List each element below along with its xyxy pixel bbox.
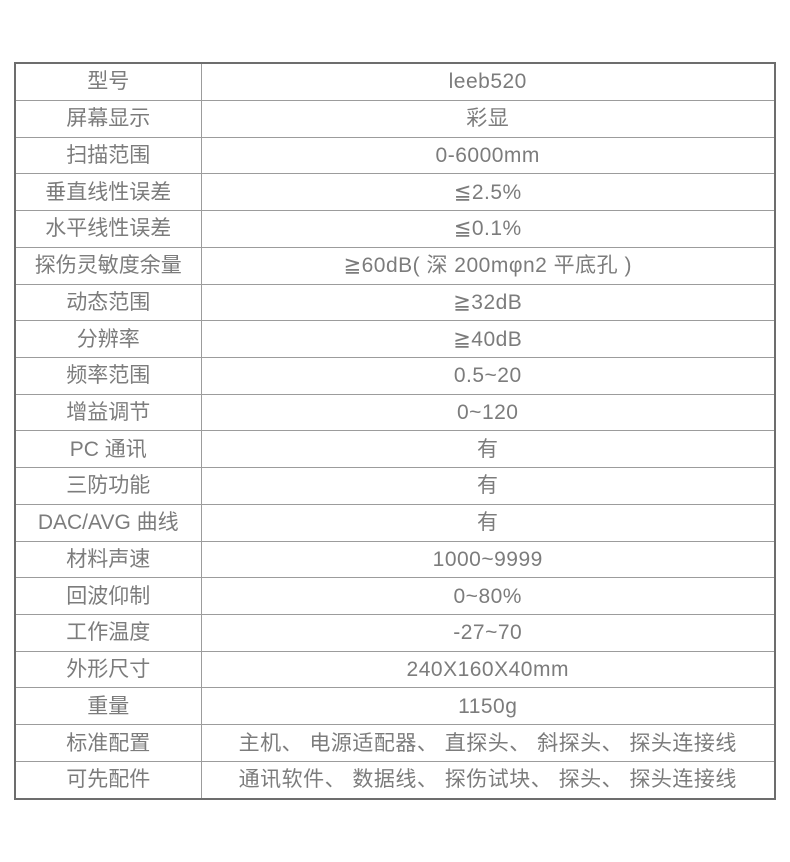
table-row-vertical-linearity-error: 垂直线性误差 ≦2.5% bbox=[14, 173, 776, 212]
table-row-frequency-range: 频率范围 0.5~20 bbox=[14, 357, 776, 395]
spec-value: 1000~9999 bbox=[200, 540, 776, 579]
spec-label: 重量 bbox=[14, 687, 202, 726]
table-row-display: 屏幕显示 彩显 bbox=[14, 99, 776, 138]
table-row-dimensions: 外形尺寸 240X160X40mm bbox=[14, 650, 776, 689]
spec-label: PC 通讯 bbox=[14, 430, 202, 469]
table-row-horizontal-linearity-error: 水平线性误差 ≦0.1% bbox=[14, 210, 776, 248]
spec-label: 垂直线性误差 bbox=[14, 173, 202, 212]
spec-value: ≧40dB bbox=[200, 320, 776, 359]
spec-value: ≦2.5% bbox=[200, 173, 776, 212]
spec-label: 回波仰制 bbox=[14, 577, 202, 616]
spec-value: 0-6000mm bbox=[200, 136, 776, 175]
spec-label: 水平线性误差 bbox=[14, 210, 202, 248]
spec-label: 探伤灵敏度余量 bbox=[14, 246, 202, 285]
table-row-pc-communication: PC 通讯 有 bbox=[14, 430, 776, 469]
spec-label: 三防功能 bbox=[14, 467, 202, 505]
spec-label: 型号 bbox=[14, 62, 202, 101]
spec-label: 屏幕显示 bbox=[14, 99, 202, 138]
spec-value: 通讯软件、 数据线、 探伤试块、 探头、 探头连接线 bbox=[200, 760, 776, 800]
table-row-dynamic-range: 动态范围 ≧32dB bbox=[14, 283, 776, 322]
spec-value: 有 bbox=[200, 503, 776, 542]
spec-value: ≧60dB( 深 200mφn2 平底孔 ) bbox=[200, 246, 776, 285]
spec-label: 频率范围 bbox=[14, 357, 202, 395]
table-row-scan-range: 扫描范围 0-6000mm bbox=[14, 136, 776, 175]
table-row-sensitivity-margin: 探伤灵敏度余量 ≧60dB( 深 200mφn2 平底孔 ) bbox=[14, 246, 776, 285]
spec-value: ≧32dB bbox=[200, 283, 776, 322]
table-row-standard-configuration: 标准配置 主机、 电源适配器、 直探头、 斜探头、 探头连接线 bbox=[14, 724, 776, 762]
table-row-gain-adjustment: 增益调节 0~120 bbox=[14, 393, 776, 432]
table-row-weight: 重量 1150g bbox=[14, 687, 776, 726]
spec-value: 有 bbox=[200, 467, 776, 505]
spec-value: 主机、 电源适配器、 直探头、 斜探头、 探头连接线 bbox=[200, 724, 776, 762]
table-row-working-temperature: 工作温度 -27~70 bbox=[14, 614, 776, 652]
table-row-triple-proof: 三防功能 有 bbox=[14, 467, 776, 505]
spec-label: 外形尺寸 bbox=[14, 650, 202, 689]
spec-label: 工作温度 bbox=[14, 614, 202, 652]
table-row-dac-avg-curve: DAC/AVG 曲线 有 bbox=[14, 503, 776, 542]
spec-value: 彩显 bbox=[200, 99, 776, 138]
spec-label: 动态范围 bbox=[14, 283, 202, 322]
spec-value: 0~120 bbox=[200, 393, 776, 432]
spec-label: 可先配件 bbox=[14, 760, 202, 800]
spec-value: 有 bbox=[200, 430, 776, 469]
spec-value: 1150g bbox=[200, 687, 776, 726]
spec-value: ≦0.1% bbox=[200, 210, 776, 248]
spec-label: 扫描范围 bbox=[14, 136, 202, 175]
table-row-model: 型号 leeb520 bbox=[14, 62, 776, 101]
table-row-material-velocity: 材料声速 1000~9999 bbox=[14, 540, 776, 579]
spec-label: 增益调节 bbox=[14, 393, 202, 432]
table-row-resolution: 分辨率 ≧40dB bbox=[14, 320, 776, 359]
spec-label: DAC/AVG 曲线 bbox=[14, 503, 202, 542]
spec-label: 标准配置 bbox=[14, 724, 202, 762]
spec-label: 分辨率 bbox=[14, 320, 202, 359]
spec-table: 型号 leeb520 屏幕显示 彩显 扫描范围 0-6000mm 垂直线性误差 … bbox=[14, 62, 776, 800]
table-row-optional-accessories: 可先配件 通讯软件、 数据线、 探伤试块、 探头、 探头连接线 bbox=[14, 760, 776, 800]
spec-value: 0.5~20 bbox=[200, 357, 776, 395]
spec-label: 材料声速 bbox=[14, 540, 202, 579]
spec-value: -27~70 bbox=[200, 614, 776, 652]
spec-value: leeb520 bbox=[200, 62, 776, 101]
table-row-echo-suppression: 回波仰制 0~80% bbox=[14, 577, 776, 616]
spec-value: 0~80% bbox=[200, 577, 776, 616]
spec-value: 240X160X40mm bbox=[200, 650, 776, 689]
